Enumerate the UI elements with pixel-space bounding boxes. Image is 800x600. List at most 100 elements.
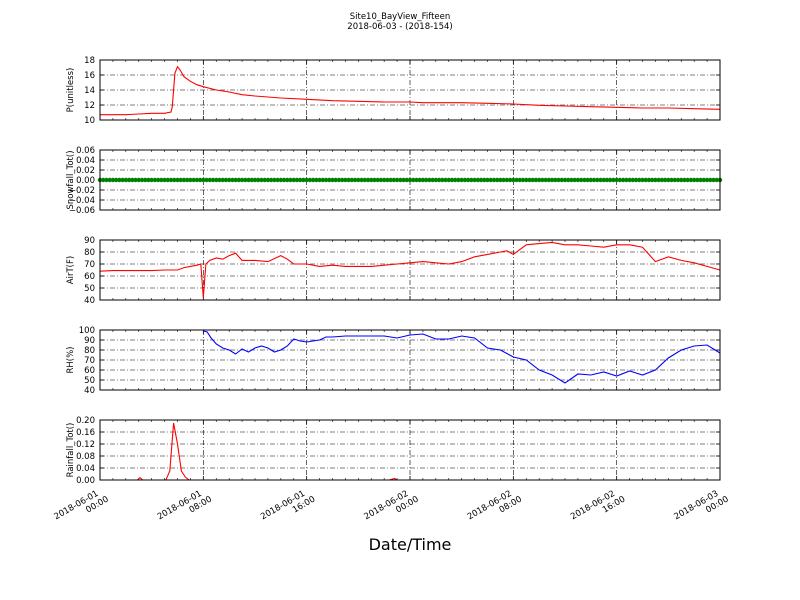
- data-point: [323, 177, 329, 183]
- data-point: [165, 177, 171, 183]
- y-tick-label: 50: [84, 376, 95, 386]
- plot-frame: [99, 59, 721, 121]
- data-point: [272, 177, 277, 183]
- data-point: [259, 177, 264, 183]
- data-point: [207, 177, 212, 183]
- y-tick-label: 0.16: [76, 428, 95, 438]
- data-point: [601, 177, 606, 183]
- data-point: [304, 177, 309, 183]
- y-tick-label: −0.06: [69, 206, 95, 216]
- data-point: [372, 177, 377, 183]
- y-tick-label: 14: [84, 86, 95, 96]
- data-point: [146, 177, 151, 183]
- y-tick-label: 0.00: [76, 176, 95, 186]
- data-point: [101, 177, 106, 183]
- y-axis-label: P(unitless): [66, 68, 76, 113]
- y-tick-label: 0.04: [76, 464, 95, 474]
- data-point: [220, 177, 225, 183]
- data-point: [691, 177, 697, 183]
- data-point: [533, 177, 539, 183]
- y-axis-label: AirT(F): [66, 256, 76, 284]
- data-point: [433, 177, 439, 183]
- data-point: [139, 177, 145, 183]
- series-line: [100, 65, 721, 116]
- subplot-1: 10 12 14 16 18 P(unitless): [66, 56, 721, 126]
- y-tick-label: 80: [84, 346, 95, 356]
- data-point: [685, 177, 690, 183]
- data-point: [217, 177, 222, 183]
- y-tick-label: 0.08: [76, 452, 95, 462]
- data-point: [230, 177, 235, 183]
- data-point: [472, 177, 477, 183]
- data-point: [498, 177, 503, 183]
- data-point: [275, 177, 280, 183]
- y-tick-label: 0.20: [76, 416, 95, 426]
- data-point: [246, 177, 251, 183]
- data-point: [698, 177, 703, 183]
- data-point: [381, 177, 387, 183]
- data-point: [214, 177, 219, 183]
- data-point: [501, 177, 506, 183]
- data-point: [417, 177, 422, 183]
- data-point: [585, 177, 590, 183]
- data-point: [243, 177, 248, 183]
- data-point: [262, 177, 267, 183]
- y-tick-label: 100: [79, 326, 95, 336]
- y-tick-label: 90: [84, 336, 95, 346]
- data-point: [704, 177, 710, 183]
- data-point: [356, 177, 361, 183]
- data-point: [514, 177, 519, 183]
- data-point: [378, 177, 384, 183]
- data-point: [453, 177, 458, 183]
- data-point: [136, 177, 141, 183]
- data-point: [204, 177, 209, 183]
- series-line: [99, 241, 721, 298]
- data-point: [223, 177, 229, 183]
- data-point: [614, 177, 619, 183]
- y-tick-label: 0.12: [76, 440, 95, 450]
- data-point: [465, 177, 471, 183]
- data-point: [708, 177, 713, 183]
- data-point: [562, 177, 568, 183]
- data-point: [265, 177, 271, 183]
- y-tick-label: −0.02: [69, 186, 95, 196]
- data-point: [333, 177, 338, 183]
- data-point: [256, 177, 261, 183]
- data-point: [643, 177, 648, 183]
- data-point: [365, 177, 371, 183]
- data-point: [546, 177, 552, 183]
- data-point: [669, 177, 674, 183]
- data-point: [130, 177, 135, 183]
- y-tick-label: 40: [84, 386, 95, 396]
- data-point: [478, 177, 484, 183]
- data-point: [126, 177, 132, 183]
- data-point: [288, 177, 293, 183]
- data-point: [646, 177, 652, 183]
- data-point: [178, 177, 183, 183]
- data-point: [679, 177, 684, 183]
- data-point: [653, 177, 658, 183]
- data-point: [307, 177, 313, 183]
- data-point: [591, 177, 597, 183]
- data-point: [553, 177, 558, 183]
- y-tick-label: 90: [84, 236, 95, 246]
- data-point: [488, 177, 493, 183]
- data-point: [159, 177, 164, 183]
- data-point: [310, 177, 316, 183]
- data-point: [611, 177, 616, 183]
- data-point: [278, 177, 284, 183]
- data-point: [285, 177, 290, 183]
- data-point: [133, 177, 138, 183]
- data-point: [120, 177, 125, 183]
- data-point: [572, 177, 577, 183]
- y-tick-label: 70: [84, 356, 95, 366]
- data-point: [298, 177, 303, 183]
- data-point: [349, 177, 355, 183]
- data-point: [184, 177, 190, 183]
- data-point: [462, 177, 468, 183]
- data-point: [398, 177, 403, 183]
- data-point: [675, 177, 681, 183]
- data-point: [391, 177, 397, 183]
- y-tick-label: −0.04: [69, 196, 95, 206]
